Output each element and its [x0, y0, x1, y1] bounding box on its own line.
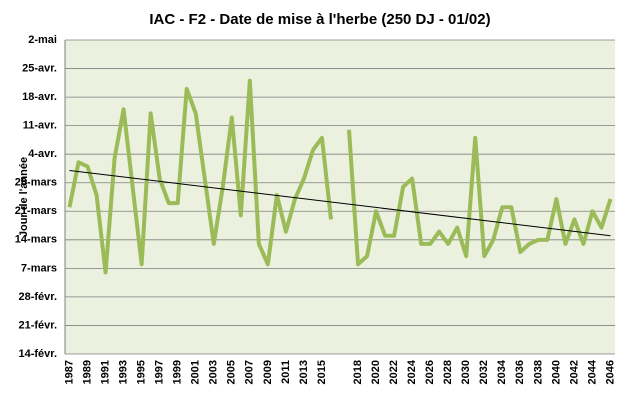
data-line [67, 78, 613, 275]
x-tick-label: 1987 [63, 360, 75, 384]
y-tick-label: 11-avr. [23, 120, 57, 132]
y-tick-label: 7-mars [21, 262, 57, 274]
x-tick-label: 2032 [478, 360, 490, 384]
y-tick-label: 2-mai [28, 34, 57, 46]
x-tick-label: 1997 [154, 360, 166, 384]
y-tick-label: 21-févr. [18, 319, 57, 331]
y-tick-label: 28-févr. [18, 291, 57, 303]
x-tick-label: 2038 [532, 360, 544, 384]
x-tick-label: 2001 [190, 360, 202, 384]
y-axis-label: Jour de l'année [18, 157, 30, 237]
y-tick-label: 18-avr. [22, 91, 57, 103]
x-tick-label: 2030 [460, 360, 472, 384]
x-tick-label: 2042 [568, 360, 580, 384]
y-tick-label: 4-avr. [28, 148, 57, 160]
x-tick-label: 2020 [370, 360, 382, 384]
x-tick-label: 2044 [586, 359, 598, 384]
x-tick-label: 2036 [514, 360, 526, 384]
y-tick-label: 14-févr. [18, 348, 57, 360]
x-tick-label: 2026 [424, 360, 436, 384]
y-tick-label: 21-mars [15, 205, 57, 217]
x-tick-label: 2018 [352, 360, 364, 384]
x-tick-label: 2009 [262, 360, 274, 384]
plot-area [65, 40, 615, 354]
x-tick-label: 2040 [550, 360, 562, 384]
x-tick-label: 2015 [316, 360, 328, 384]
trend-line [69, 169, 611, 237]
x-tick-label: 2046 [604, 360, 616, 384]
x-tick-label: 2022 [388, 360, 400, 384]
x-tick-label: 2003 [208, 360, 220, 384]
x-tick-label: 1989 [81, 360, 93, 384]
x-tick-label: 2011 [280, 360, 292, 384]
x-tick-label: 2005 [226, 360, 238, 384]
x-tick-label: 2034 [496, 359, 508, 384]
x-tick-label: 1995 [136, 360, 148, 384]
chart-title: IAC - F2 - Date de mise à l'herbe (250 D… [149, 11, 490, 28]
y-tick-label: 25-avr. [22, 62, 57, 74]
y-tick-label: 28-mars [15, 177, 57, 189]
x-tick-label: 2007 [244, 360, 256, 384]
y-tick-label: 14-mars [15, 234, 57, 246]
x-tick-label: 1991 [99, 360, 111, 384]
x-tick-label: 2028 [442, 360, 454, 384]
x-tick-label: 1993 [118, 360, 130, 384]
x-tick-label: 2024 [406, 359, 418, 384]
x-tick-label: 2013 [298, 360, 310, 384]
x-tick-label: 1999 [172, 360, 184, 384]
